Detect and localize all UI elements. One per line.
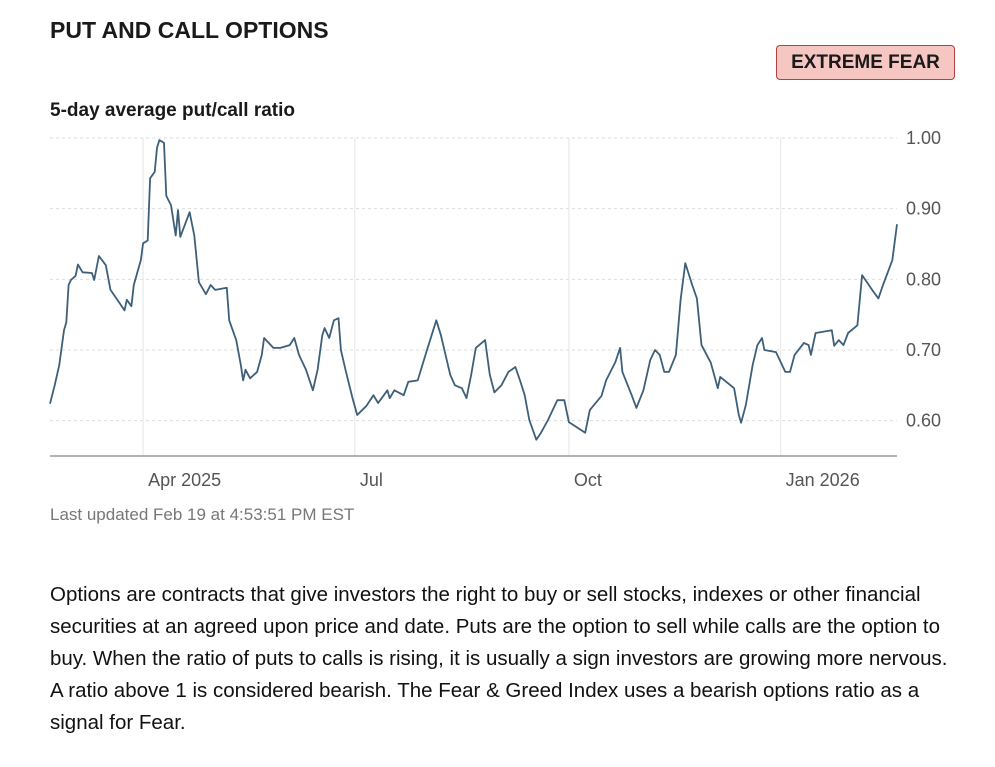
sentiment-badge: EXTREME FEAR — [776, 45, 955, 80]
description: Options are contracts that give investor… — [50, 583, 948, 734]
ratio-line — [49, 139, 898, 441]
x-tick-label: Oct — [574, 470, 602, 490]
chart-title: 5-day average put/call ratio — [50, 100, 295, 121]
y-tick-label: 0.60 — [906, 411, 941, 431]
chart: 0.60 0.70 0.80 0.90 1.00 Apr 2025 Jul Oct Jan 20… — [49, 128, 941, 490]
y-tick-label: 0.80 — [906, 269, 941, 289]
last-updated: Last updated Feb 19 at 4:53:51 PM EST — [50, 505, 355, 524]
y-tick-label: 1.00 — [906, 128, 941, 148]
y-tick-label: 0.70 — [906, 340, 941, 360]
x-tick-label: Apr 2025 — [148, 470, 221, 490]
y-tick-label: 0.90 — [906, 199, 941, 219]
section-title: PUT AND CALL OPTIONS — [50, 17, 329, 43]
x-tick-label: Jul — [360, 470, 383, 490]
x-tick-label: Jan 2026 — [786, 470, 860, 490]
